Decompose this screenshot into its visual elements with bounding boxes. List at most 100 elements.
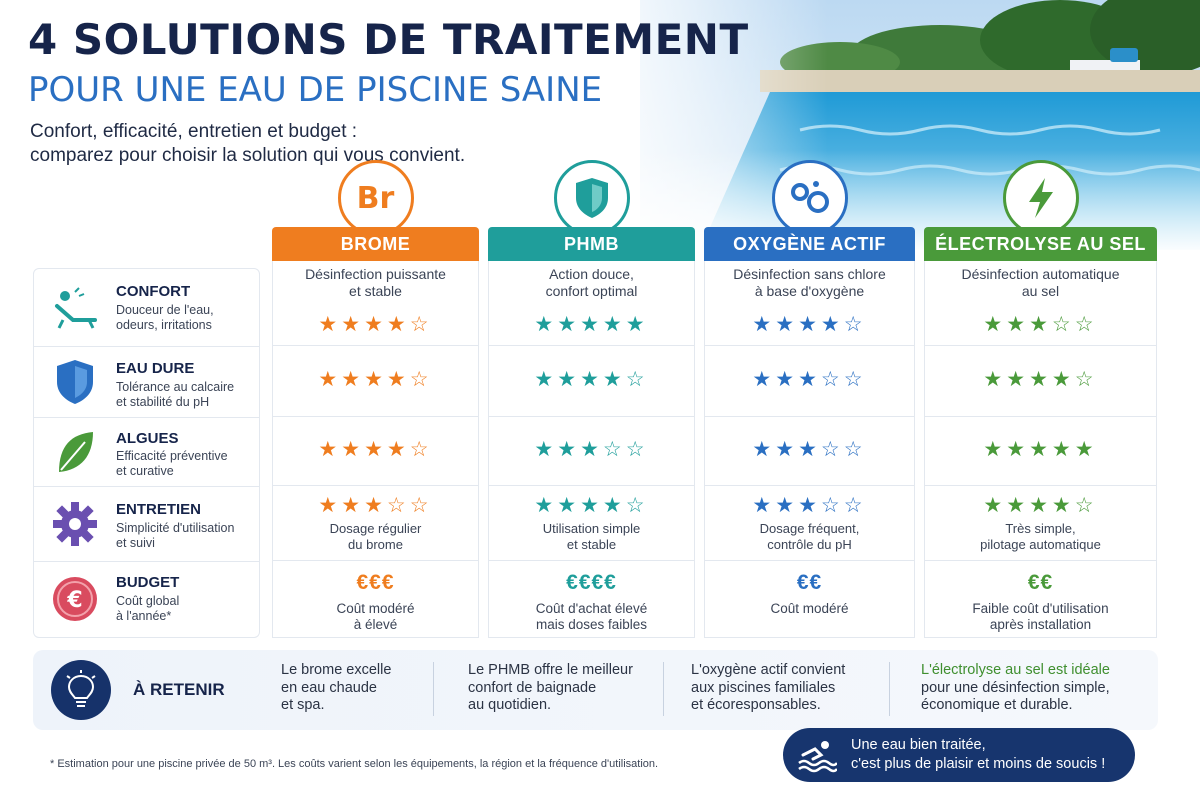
criterion-title: CONFORT [116,283,191,300]
intro-line-1: Confort, efficacité, entretien et budget… [30,121,358,142]
criterion-title: ALGUES [116,430,179,447]
cost-rating: €€ [796,571,823,594]
page-subtitle: POUR UNE EAU DE PISCINE SAINE [28,70,603,110]
cell-entretien: ★★★☆☆ Dosage régulier du brome [273,486,478,561]
note-line: Très simple, [1005,521,1076,536]
takeaway-line: Le brome excelle [281,662,392,678]
cost-rating: €€ [1027,571,1054,594]
divider [889,662,890,716]
takeaway-line: L'oxygène actif convient [691,662,846,678]
euro-icon: € [50,574,100,624]
column-phmb: PHMB Action douce, confort optimal ★★★★★ ★★… [488,160,695,638]
entretien-note: Utilisation simple et stable [489,521,694,553]
star-rating: ★★★★☆ [318,437,433,461]
cost-note: Coût d'achat élevé mais doses faibles [489,601,694,633]
criterion-sub-1: Tolérance au calcaire [116,380,235,394]
note-line: Faible coût d'utilisation [972,601,1109,616]
cost-note: Coût modéré à élevé [273,601,478,633]
lightning-icon [1002,160,1079,236]
takeaway-line: en eau chaude [281,679,377,696]
description-line: à base d'oxygène [754,283,865,299]
intro-text: Confort, efficacité, entretien et budget… [30,120,465,168]
cell-algues: ★★★★☆ [273,417,478,486]
takeaway-brome: Le brome excelle en eau chaude et spa. [281,662,391,715]
star-rating: ★★★☆☆ [752,437,867,461]
cell-budget: €€€€ Coût d'achat élevé mais doses faibles [489,561,694,638]
criterion-sub-2: et stabilité du pH [116,395,210,409]
criterion-sub: Efficacité préventive et curative [116,449,228,479]
star-rating: ★★★★★ [534,313,649,336]
cost-note: Coût modéré [705,601,914,617]
description-line: au sel [1021,283,1060,299]
lightbulb-icon [51,660,111,720]
cell-eau-dure: ★★★★☆ [925,346,1156,417]
column-body: Désinfection puissante et stable ★★★★☆ ★★★★… [272,261,479,638]
cell-eau-dure: ★★★☆☆ [705,346,914,417]
takeaway-phmb: Le PHMB offre le meilleur confort de bai… [468,662,633,715]
cell-entretien: ★★★☆☆ Dosage fréquent, contrôle du pH [705,486,914,561]
entretien-note: Dosage régulier du brome [273,521,478,553]
lounger-icon [50,283,100,333]
divider [433,662,434,716]
note-line: mais doses faibles [535,617,648,632]
cta-line-1: Une eau bien traitée, [851,737,986,753]
criterion-title: EAU DURE [116,360,195,377]
column-header: OXYGÈNE ACTIF [704,227,915,261]
column-body: Action douce, confort optimal ★★★★★ ★★★★☆ ★★… [488,261,695,638]
criterion-title: ENTRETIEN [116,501,202,518]
column-header: PHMB [488,227,695,261]
star-rating: ★★★★☆ [318,313,433,336]
cell-budget: €€ Coût modéré [705,561,914,638]
cell-algues: ★★★☆☆ [489,417,694,486]
star-rating: ★★★☆☆ [983,313,1098,336]
criterion-sub: Simplicité d'utilisation et suivi [116,521,234,551]
cell-budget: €€€ Coût modéré à élevé [273,561,478,638]
bromine-symbol: Br [356,180,395,216]
svg-text:€: € [66,588,82,613]
star-rating: ★★★☆☆ [534,437,649,461]
bubbles-icon [771,160,848,236]
note-line: après installation [989,617,1092,632]
cell-eau-dure: ★★★★☆ [273,346,478,417]
column-oxygene: OXYGÈNE ACTIF Désinfection sans chlore à … [704,160,915,638]
star-rating: ★★★★☆ [534,367,649,391]
solution-description: Désinfection puissante et stable [273,261,478,300]
solution-description: Désinfection sans chlore à base d'oxygène [705,261,914,300]
cell-budget: €€ Faible coût d'utilisation après install… [925,561,1156,638]
criterion-sub-2: et curative [116,464,174,478]
criterion-algues: ALGUES Efficacité préventive et curative [34,418,259,487]
gear-icon [50,499,100,549]
takeaway-line: L'électrolyse au sel est idéale [921,662,1110,678]
note-line: contrôle du pH [767,537,852,552]
column-body: Désinfection automatique au sel ★★★☆☆ ★★★★☆… [924,261,1157,638]
column-brome: Br BROME Désinfection puissante et stable… [272,160,479,638]
criterion-title: BUDGET [116,574,180,591]
criterion-sub: Douceur de l'eau, odeurs, irritations [116,303,214,333]
swimmer-icon [797,737,838,773]
cta-banner: Une eau bien traitée, c'est plus de plai… [783,728,1135,782]
criterion-eau-dure: EAU DURE Tolérance au calcaire et stabil… [34,347,259,418]
page-title: 4 SOLUTIONS DE TRAITEMENT [28,15,749,64]
cell-entretien: ★★★★☆ Très simple, pilotage automatique [925,486,1156,561]
criterion-entretien: ENTRETIEN Simplicité d'utilisation et su… [34,487,259,562]
cost-rating: €€€ [356,571,395,594]
criterion-sub: Coût global à l'année* [116,594,179,624]
takeaway-line: Le PHMB offre le meilleur [468,662,633,678]
star-rating: ★★★★☆ [983,367,1098,391]
description-line: et stable [349,283,402,299]
leaf-icon [50,427,100,477]
takeaway-line: aux piscines familiales [691,679,836,696]
takeaway-electrolyse: L'électrolyse au sel est idéale pour une… [921,662,1110,715]
note-line: Utilisation simple [542,521,641,536]
divider [663,662,664,716]
cell-algues: ★★★★★ [925,417,1156,486]
footnote: * Estimation pour une piscine privée de … [50,758,659,770]
takeaway-line: pour une désinfection simple, [921,679,1110,696]
description-line: Action douce, [549,266,634,282]
solution-description: Action douce, confort optimal [489,261,694,300]
column-body: Désinfection sans chlore à base d'oxygène… [704,261,915,638]
key-takeaways: À RETENIR Le brome excelle en eau chaude… [33,650,1158,730]
note-line: et stable [566,537,617,552]
column-electrolyse: ÉLECTROLYSE AU SEL Désinfection automati… [924,160,1157,638]
criterion-budget: € BUDGET Coût global à l'année* [34,562,259,639]
